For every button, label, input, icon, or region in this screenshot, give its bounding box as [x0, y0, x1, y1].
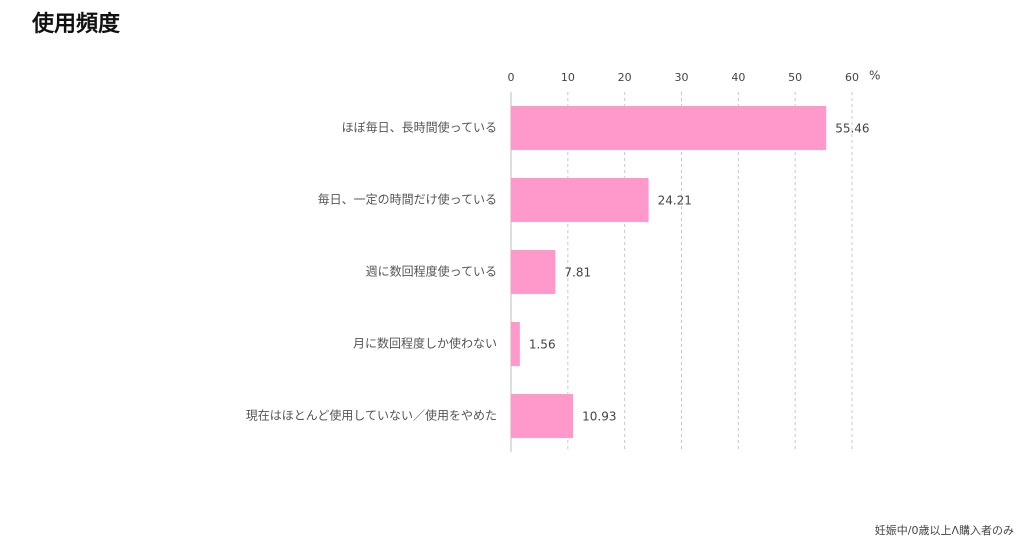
- y-tick-label: 週に数回程度使っている: [366, 264, 497, 279]
- bar: [511, 322, 520, 366]
- data-label: 24.21: [658, 194, 692, 208]
- y-tick-label: 毎日、一定の時間だけ使っている: [318, 192, 497, 207]
- bar: [511, 178, 649, 222]
- bar: [511, 394, 574, 438]
- chart-title: 使用頻度: [31, 11, 121, 37]
- x-unit: %: [869, 69, 880, 83]
- bar: [511, 250, 556, 294]
- data-label: 55.46: [835, 122, 869, 136]
- data-label: 10.93: [582, 410, 616, 424]
- x-tick-label: 50: [788, 71, 802, 84]
- y-tick-label: ほぼ毎日、長時間使っている: [342, 120, 497, 135]
- y-tick-label: 現在はほとんど使用していない／使用をやめた: [246, 408, 497, 423]
- data-label: 7.81: [564, 266, 591, 280]
- x-tick-label: 30: [675, 71, 689, 84]
- x-tick-label: 20: [618, 71, 632, 84]
- bar: [511, 106, 827, 150]
- x-tick-label: 40: [731, 71, 745, 84]
- x-tick-label: 0: [508, 71, 515, 84]
- x-tick-label: 10: [561, 71, 575, 84]
- data-label: 1.56: [529, 338, 556, 352]
- note: 妊娠中/0歳以上Λ購入者のみ: [875, 523, 1014, 537]
- y-tick-label: 月に数回程度しか使わない: [353, 336, 497, 351]
- x-tick-label: 60: [845, 71, 859, 84]
